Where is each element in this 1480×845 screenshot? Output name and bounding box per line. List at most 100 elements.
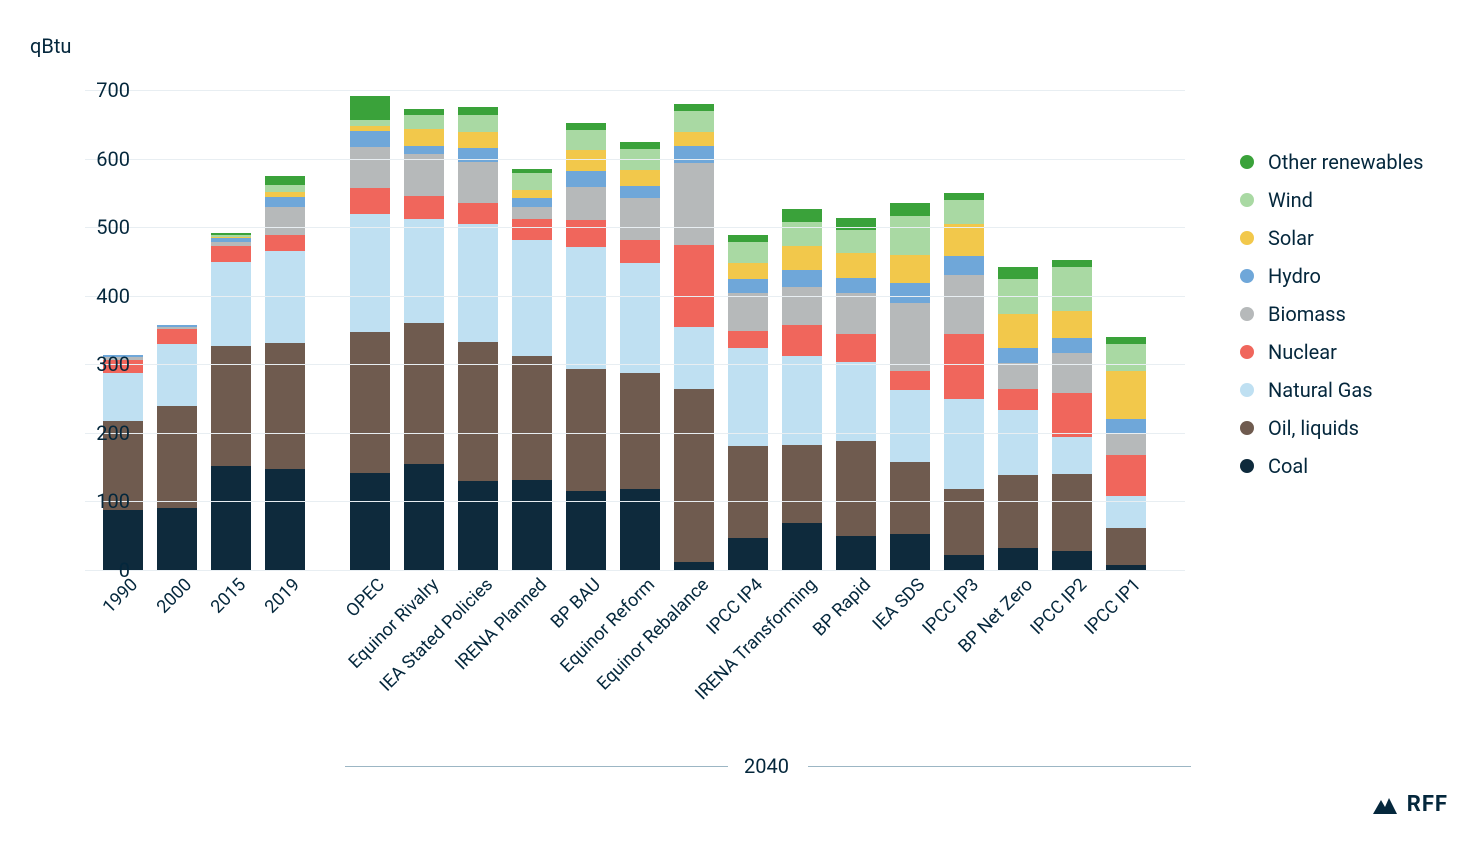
bar: 1990 [103,355,143,570]
bar: IPCC IP2 [1052,260,1092,570]
bar-segment-solar [566,150,606,171]
bar-segment-gas [157,344,197,406]
legend-swatch [1240,383,1254,397]
bar: IRENA Transforming [782,209,822,570]
x-tick-label: 2000 [153,574,196,617]
bar-segment-biomass [620,198,660,239]
bar-segment-gas [836,362,876,442]
bar-segment-nuclear [512,219,552,240]
bar-segment-hydro [1052,338,1092,353]
bar-segment-other [404,109,444,116]
legend-label: Wind [1268,188,1313,212]
bar-segment-biomass [1052,353,1092,393]
bar-segment-gas [404,219,444,323]
bar: BP BAU [566,123,606,570]
bar-segment-coal [782,523,822,570]
bar-segment-gas [890,390,930,461]
legend-swatch [1240,193,1254,207]
bar-segment-nuclear [1106,455,1146,496]
bar: OPEC [350,96,390,570]
bar-segment-hydro [512,198,552,207]
bar-segment-solar [674,132,714,146]
bar: Equinor Reform [620,142,660,570]
bar-segment-nuclear [211,246,251,262]
bar-segment-solar [944,224,984,256]
legend-swatch [1240,459,1254,473]
bar-segment-solar [404,129,444,145]
bar-segment-coal [836,536,876,570]
bar-segment-biomass [512,207,552,219]
bar-segment-wind [890,216,930,254]
legend: Other renewablesWindSolarHydroBiomassNuc… [1240,150,1423,492]
plot-area: 1990200020152019OPECEquinor RivalryIEA S… [85,90,1185,570]
bar-segment-oil [944,489,984,555]
group-rule [345,766,728,767]
bar-segment-oil [458,342,498,481]
bar-segment-biomass [458,162,498,203]
bar-segment-oil [728,446,768,539]
bar-segment-oil [998,475,1038,548]
bar-segment-biomass [566,187,606,220]
bar-segment-other [944,193,984,200]
bar-segment-nuclear [1052,393,1092,437]
gridline [85,364,1185,365]
bar-segment-biomass [998,363,1038,389]
bar: Equinor Rebalance [674,104,714,570]
bar-segment-oil [157,406,197,507]
bar-segment-solar [998,314,1038,348]
bar-segment-gas [782,356,822,445]
bar-segment-hydro [782,270,822,286]
legend-swatch [1240,345,1254,359]
bar-segment-oil [404,323,444,464]
bar-segment-nuclear [944,334,984,398]
bar-segment-oil [1106,528,1146,565]
bar-segment-nuclear [350,188,390,214]
bar-segment-hydro [566,171,606,187]
bar: IPCC IP3 [944,193,984,570]
bar-segment-biomass [890,303,930,372]
legend-item-coal: Coal [1240,454,1423,478]
legend-item-nuclear: Nuclear [1240,340,1423,364]
bar-segment-wind [404,115,444,129]
bar-segment-hydro [998,348,1038,363]
bar-segment-nuclear [890,371,930,390]
bar-segment-nuclear [265,235,305,251]
legend-label: Nuclear [1268,340,1337,364]
bar-segment-hydro [350,131,390,147]
bar-segment-biomass [782,287,822,325]
bar-segment-nuclear [998,389,1038,410]
bar-segment-wind [566,130,606,151]
bar-segment-wind [728,242,768,263]
legend-label: Hydro [1268,264,1321,288]
bar-segment-biomass [728,293,768,331]
bar-segment-coal [566,491,606,570]
bar-segment-gas [728,348,768,446]
bar-segment-coal [728,538,768,570]
x-tick-label: 2019 [261,574,304,617]
y-tick-label: 200 [70,421,130,445]
bar-segment-coal [674,562,714,570]
bar-segment-oil [674,389,714,562]
bar-segment-solar [620,170,660,186]
bar-segment-solar [728,263,768,279]
bar-segment-wind [836,230,876,253]
bar-segment-oil [350,332,390,473]
bar-segment-gas [998,410,1038,476]
legend-swatch [1240,155,1254,169]
bar-segment-oil [265,343,305,468]
bar-segment-other [620,142,660,149]
bar: BP Rapid [836,218,876,570]
bar-segment-wind [458,115,498,132]
bar-segment-coal [998,548,1038,570]
bar-segment-other [1052,260,1092,267]
bar-segment-other [458,107,498,115]
bar-segment-oil [620,373,660,490]
bar-segment-coal [211,466,251,570]
bar-segment-other [782,209,822,223]
bar-segment-oil [566,369,606,491]
bar-segment-wind [944,200,984,225]
legend-swatch [1240,231,1254,245]
bar-segment-biomass [1106,434,1146,455]
bar: 2019 [265,176,305,570]
gridline [85,433,1185,434]
